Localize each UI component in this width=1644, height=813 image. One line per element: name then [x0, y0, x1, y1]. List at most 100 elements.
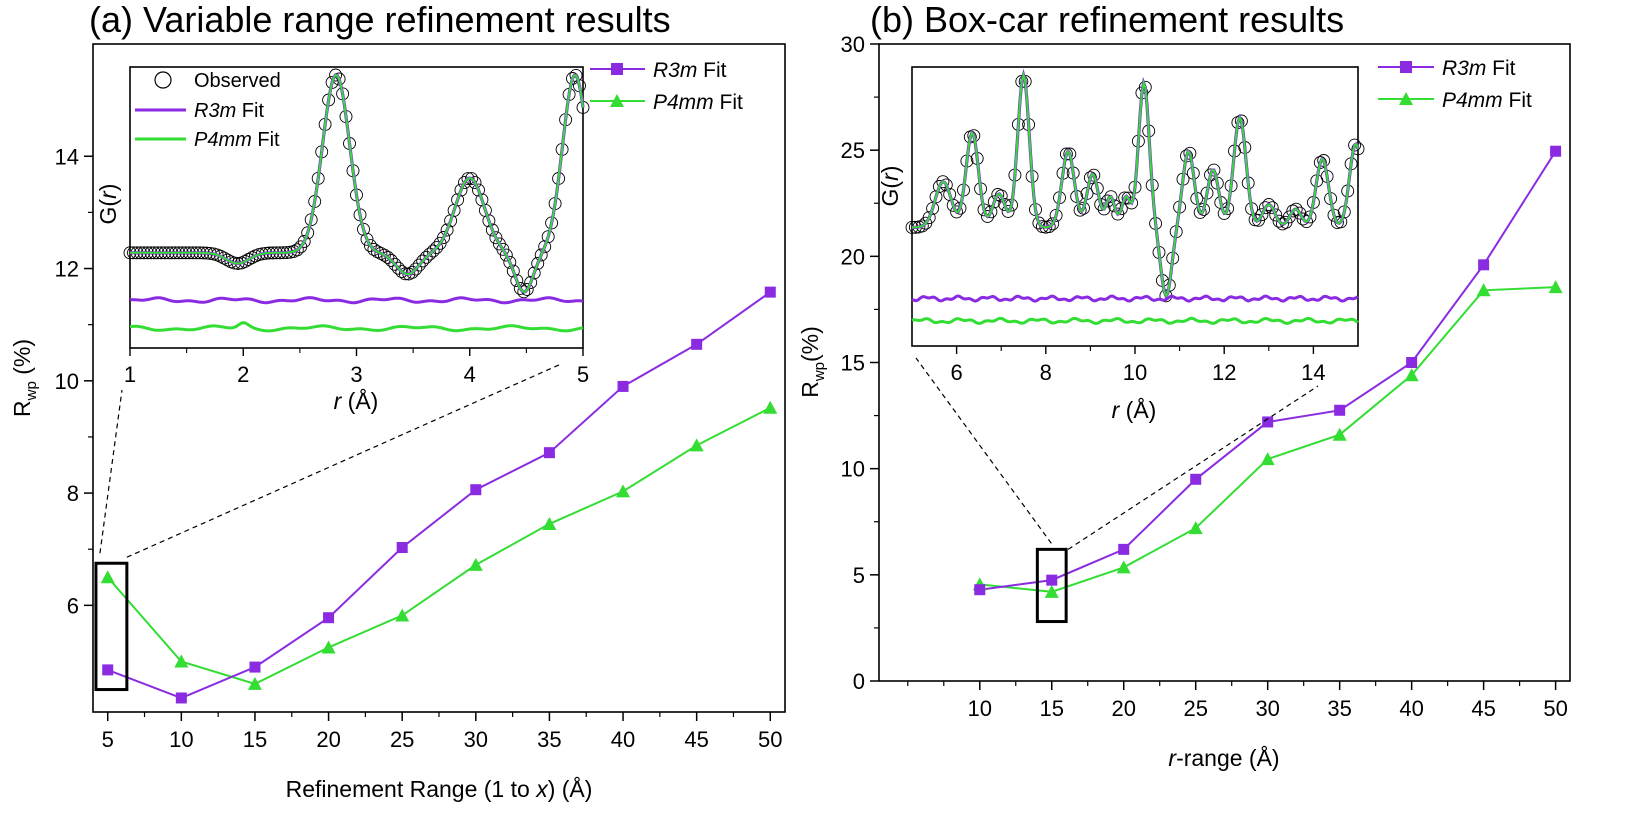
x-tick-label: 30 — [1255, 696, 1279, 721]
point-r3m — [691, 338, 703, 350]
inset-observed-point — [1118, 191, 1132, 205]
panel-b-axis-ticks — [870, 43, 1557, 690]
inset-observed-point — [409, 262, 423, 276]
point-r3m — [1406, 357, 1418, 368]
point-p4mm — [763, 400, 778, 414]
inset-observed-point — [510, 274, 524, 288]
inset-observed-point — [1303, 210, 1317, 224]
inset-x-tick-label: 8 — [1040, 360, 1052, 385]
panel-b-inset-x-label: r (Å) — [1112, 396, 1157, 423]
y-tick-label: 15 — [841, 351, 865, 376]
inset-observed-point — [472, 183, 485, 197]
inset-x-tick-label: 4 — [464, 362, 476, 387]
inset-observed-point — [440, 223, 454, 237]
x-tick-label: 25 — [390, 727, 414, 752]
point-r3m — [1190, 473, 1202, 485]
panel-a-legend-p4mm-label: P4mm Fit — [653, 91, 743, 114]
inset-p4mm-fit-curve — [912, 71, 1359, 298]
x-tick-label: 30 — [464, 727, 488, 752]
inset-observed-point — [214, 249, 228, 263]
panel-b-inset-tick-labels: 6 8 10 12 14 — [950, 360, 1325, 385]
x-tick-label: 40 — [1399, 696, 1423, 721]
panel-b: (b) Box-car refinement results 10 15 20 25 3… — [797, 0, 1571, 771]
y-tick-label: 14 — [55, 144, 79, 169]
y-tick-label: 30 — [841, 32, 865, 57]
x-tick-label: 50 — [1543, 696, 1567, 721]
inset-x-tick-label: 14 — [1301, 360, 1325, 385]
inset-observed-point — [517, 285, 531, 299]
inset-observed-point — [1217, 207, 1231, 220]
panel-a-y-axis-label: Rwp (%) — [9, 339, 40, 417]
inset-x-tick-label: 1 — [124, 362, 136, 387]
point-p4mm — [542, 516, 557, 530]
point-r3m — [396, 542, 408, 554]
inset-observed-point — [381, 251, 395, 264]
panel-b-y-axis-label: Rwp(%) — [797, 326, 828, 398]
inset-x-tick-label: 6 — [950, 360, 962, 385]
inset-observed-point — [1104, 190, 1118, 204]
inset-observed-point — [1269, 208, 1283, 222]
panel-b-inset-ticks — [955, 346, 1315, 354]
zoom-line — [126, 363, 562, 558]
inset-observed-point — [1300, 215, 1313, 229]
inset-observed-point — [1087, 168, 1101, 182]
inset-legend-observed-label: Observed — [194, 70, 281, 92]
inset-observed-point — [489, 231, 503, 245]
x-tick-label: 20 — [316, 727, 340, 752]
point-r3m — [249, 661, 261, 673]
inset-observed-point — [360, 232, 374, 246]
inset-observed-point — [238, 254, 252, 268]
panel-b-highlight-box — [1035, 547, 1068, 624]
inset-observed-point — [458, 176, 471, 190]
inset-r3m-difference-curve — [911, 294, 1359, 303]
series-line-p4mm — [106, 406, 771, 685]
point-r3m — [323, 612, 335, 624]
inset-observed-point — [1262, 198, 1276, 211]
inset-observed-point — [1289, 202, 1303, 216]
inset-legend-r3m-label: R3m Fit — [194, 100, 264, 122]
inset-observed-point — [1097, 202, 1111, 216]
inset-observed-point — [527, 266, 541, 280]
point-r3m — [1334, 404, 1346, 416]
zoom-line — [915, 357, 1052, 544]
y-tick-label: 10 — [55, 369, 79, 394]
inset-p4mm-fit-curve — [130, 73, 584, 293]
inset-observed-point — [1248, 213, 1262, 227]
x-tick-label: 10 — [169, 727, 193, 752]
inset-observed-point — [423, 247, 437, 261]
inset-observed-point — [370, 245, 384, 259]
inset-observed-point — [454, 183, 468, 197]
point-r3m — [175, 692, 187, 704]
panel-b-tick-labels: 10 15 20 25 30 35 40 45 50 0 5 10 15 20 25 30 — [841, 32, 1568, 721]
x-tick-label: 45 — [684, 727, 708, 752]
inset-legend-observed-marker — [154, 71, 172, 89]
x-tick-label: 15 — [1040, 696, 1064, 721]
inset-observed-point — [524, 276, 538, 289]
point-r3m — [543, 447, 555, 459]
x-tick-label: 15 — [243, 727, 267, 752]
panel-b-legend-p4mm-marker — [1399, 92, 1413, 105]
inset-observed-point — [922, 211, 936, 225]
inset-x-tick-label: 3 — [350, 362, 362, 387]
inset-observed-point — [405, 265, 419, 279]
panel-b-data — [972, 145, 1563, 598]
inset-observed-point — [1334, 215, 1348, 229]
point-p4mm — [1116, 560, 1131, 574]
zoom-line — [1067, 385, 1319, 550]
inset-observed-point — [1255, 208, 1269, 222]
point-p4mm — [689, 438, 704, 452]
inset-observed-point — [482, 214, 496, 228]
inset-r3m-difference-curve — [129, 296, 584, 305]
panel-b-legend-r3m-marker — [1400, 61, 1412, 73]
point-p4mm — [100, 570, 115, 584]
x-tick-label: 20 — [1111, 696, 1135, 721]
panel-b-legend-r3m-label: R3m Fit — [1442, 57, 1516, 80]
inset-observed-point — [301, 226, 315, 240]
point-r3m — [1478, 259, 1490, 271]
panel-a-title: (a) Variable range refinement results — [89, 0, 671, 40]
panel-a-zoom-lines — [99, 363, 562, 558]
y-tick-label: 6 — [67, 593, 79, 618]
